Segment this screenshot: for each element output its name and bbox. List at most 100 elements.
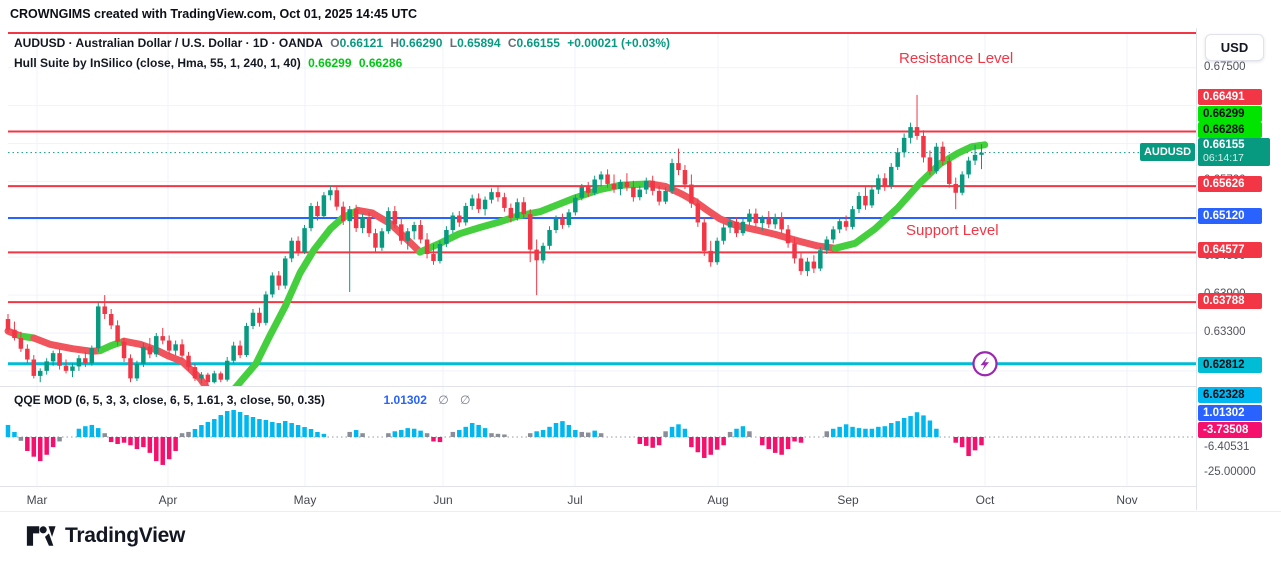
candle-body — [927, 157, 933, 172]
hull-ribbon-green — [232, 206, 362, 386]
candle-body — [631, 187, 636, 198]
qqe-histogram-bar — [115, 437, 120, 444]
candle-body — [373, 233, 378, 248]
qqe-histogram-bar — [321, 433, 327, 437]
qqe-histogram-bar — [953, 437, 958, 443]
qqe-histogram-bar — [457, 430, 462, 437]
lightning-alert-icon[interactable] — [972, 351, 998, 377]
qqe-histogram-bar — [199, 424, 204, 437]
hull-value-2: 0.66286 — [358, 56, 403, 70]
candle-body — [270, 275, 275, 295]
qqe-histogram-bar — [527, 433, 533, 437]
candle-body — [573, 197, 578, 213]
qqe-histogram-bar — [399, 430, 404, 437]
month-label-jun: Jun — [433, 493, 453, 507]
currency-button[interactable]: USD — [1205, 34, 1264, 61]
qqe-histogram-bar — [186, 431, 191, 437]
qqe-histogram-bar — [418, 430, 423, 437]
qqe-histogram-bar — [534, 431, 539, 437]
candle-body — [547, 230, 552, 246]
qqe-histogram-bar — [676, 424, 681, 437]
qqe-histogram-bar — [450, 431, 456, 437]
candle-body — [340, 206, 346, 222]
current-price-badge: 0.66155 06:14:17 — [1198, 138, 1270, 166]
candle-body — [141, 346, 146, 364]
header-title: CROWNGIMS created with TradingView.com, … — [10, 7, 418, 21]
candle-body — [12, 329, 17, 339]
candle-body — [869, 189, 875, 206]
qqe-mod-name: QQE MOD (6, 5, 3, 3, close, 6, 5, 1.61, … — [14, 393, 325, 407]
qqe-histogram-bar — [463, 426, 468, 437]
candle-body — [966, 160, 971, 175]
qqe-histogram-bar — [914, 412, 920, 437]
candle-body — [618, 182, 623, 189]
qqe-histogram-bar — [405, 428, 410, 437]
low-label: L — [449, 36, 458, 50]
candle-body — [598, 174, 604, 180]
candle-body — [399, 224, 404, 241]
candle-body — [328, 190, 333, 196]
qqe-empty-set-2: ∅ — [460, 393, 471, 407]
candle-body — [934, 146, 939, 172]
qqe-histogram-bar — [785, 437, 791, 450]
close-label: C — [507, 36, 517, 50]
time-axis[interactable]: Mar Apr May Jun Jul Aug Sep Oct Nov — [0, 486, 1196, 512]
candle-body — [5, 319, 11, 330]
qqe-histogram-bar — [695, 437, 701, 453]
price-scale[interactable]: USD 0.675000.657000.651000.645000.639000… — [1196, 28, 1281, 510]
candle-body — [224, 360, 230, 380]
qqe-histogram-bar — [270, 422, 275, 437]
candle-body — [585, 187, 591, 193]
qqe-histogram-bar — [585, 432, 591, 437]
price-scale-badge: -3.73508 — [1198, 422, 1262, 438]
candle-body — [676, 163, 681, 171]
candle-body — [650, 180, 655, 191]
qqe-histogram-bar — [166, 437, 172, 460]
candle-body — [212, 373, 217, 383]
candle-body — [463, 206, 468, 223]
qqe-histogram-bar — [257, 419, 262, 437]
candle-body — [192, 367, 198, 379]
price-line-symbol-tag: AUDUSD — [1140, 143, 1195, 161]
candle-body — [824, 239, 830, 251]
qqe-histogram-bar — [721, 437, 726, 446]
current-price-value: 0.66155 — [1203, 139, 1245, 151]
candle-body — [418, 224, 423, 240]
open-label: O — [330, 36, 340, 50]
qqe-histogram-bar — [96, 428, 101, 437]
candle-body — [108, 314, 114, 326]
qqe-histogram-bar — [540, 430, 546, 437]
low-value: 0.65894 — [457, 36, 501, 50]
qqe-histogram-bar — [650, 437, 655, 448]
qqe-histogram-bar — [908, 416, 913, 437]
candle-body — [753, 213, 759, 224]
hull-ribbon-green — [96, 337, 128, 355]
qqe-histogram-bar — [302, 427, 307, 437]
qqe-histogram-bar — [598, 433, 604, 437]
qqe-histogram-bar — [972, 437, 978, 451]
candle-body — [747, 213, 752, 222]
candle-body — [908, 127, 913, 138]
qqe-histogram-bar — [57, 437, 62, 442]
price-scale-tick: 0.63300 — [1204, 326, 1246, 338]
candle-body — [644, 180, 649, 190]
month-label-may: May — [293, 493, 317, 507]
qqe-histogram-bar — [734, 428, 739, 437]
qqe-histogram-bar — [669, 426, 675, 437]
qqe-histogram-bar — [714, 437, 720, 450]
tradingview-logo[interactable]: TradingView — [26, 523, 185, 549]
candle-body — [308, 206, 314, 229]
hull-ribbon-red — [646, 180, 839, 252]
qqe-histogram-bar — [863, 428, 868, 437]
candle-body — [947, 161, 952, 184]
candle-body — [379, 231, 385, 248]
candle-body — [953, 183, 958, 193]
qqe-histogram-bar — [779, 437, 784, 455]
price-scale-tick: 0.67500 — [1204, 61, 1246, 73]
candle-body — [527, 214, 533, 250]
candle-body — [25, 348, 30, 360]
symbol-legend: AUDUSD · Australian Dollar / U.S. Dollar… — [14, 36, 670, 50]
candle-body — [263, 294, 269, 323]
candle-body — [205, 374, 211, 383]
